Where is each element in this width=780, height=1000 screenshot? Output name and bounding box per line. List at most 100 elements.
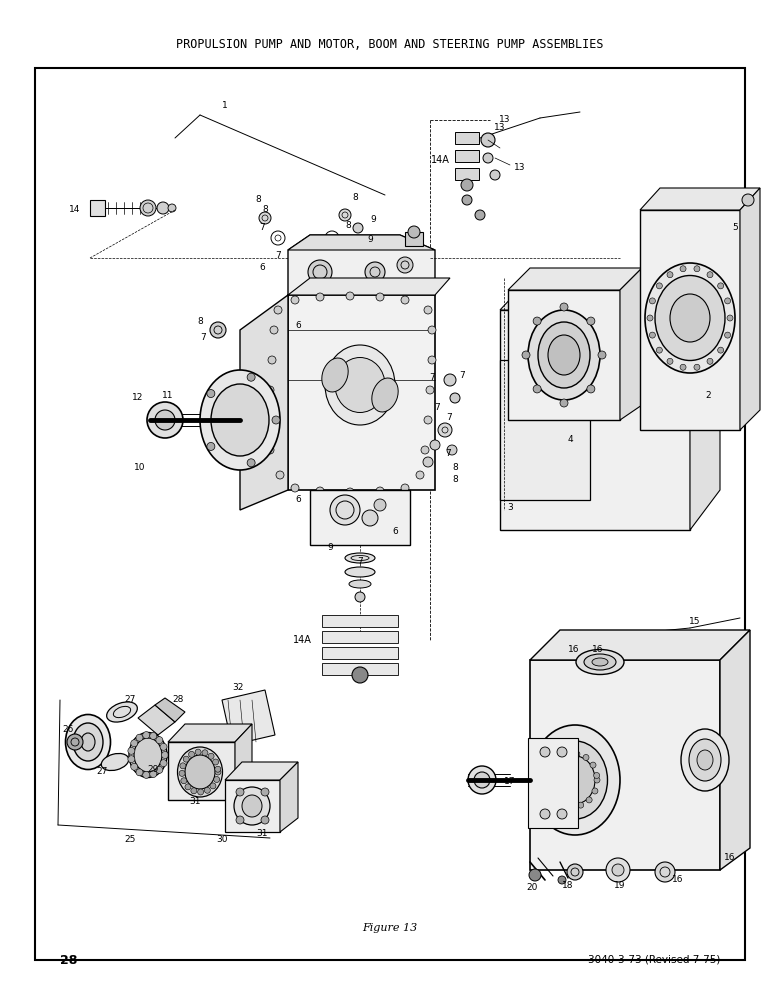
Ellipse shape [655,275,725,360]
Circle shape [143,732,150,739]
Text: 7: 7 [459,370,465,379]
Text: 9: 9 [327,544,333,552]
Polygon shape [508,290,620,420]
Circle shape [67,734,83,750]
Polygon shape [640,210,740,430]
Ellipse shape [345,567,375,577]
Text: 6: 6 [259,263,265,272]
Circle shape [587,317,595,325]
Circle shape [376,487,384,495]
Circle shape [207,390,215,398]
Circle shape [131,740,138,747]
Polygon shape [508,268,642,290]
Circle shape [210,783,216,789]
Circle shape [189,751,194,757]
Circle shape [268,356,276,364]
Polygon shape [500,360,590,500]
Ellipse shape [543,741,608,819]
Circle shape [594,772,600,778]
Circle shape [707,358,713,364]
Circle shape [428,356,436,364]
Text: 14: 14 [69,206,80,215]
Polygon shape [322,663,398,675]
Circle shape [718,347,724,353]
Ellipse shape [234,787,270,825]
Circle shape [557,747,567,757]
Circle shape [179,770,185,776]
Circle shape [274,306,282,314]
Ellipse shape [681,729,729,791]
Circle shape [183,756,190,762]
Text: 7: 7 [446,414,452,422]
Ellipse shape [670,294,710,342]
Ellipse shape [528,310,600,400]
Text: 18: 18 [562,882,574,890]
Circle shape [156,737,163,744]
Ellipse shape [200,370,280,470]
Circle shape [557,809,567,819]
Circle shape [533,385,541,393]
Text: 31: 31 [257,830,268,838]
Circle shape [316,487,324,495]
Ellipse shape [81,733,95,751]
Circle shape [559,798,566,804]
Circle shape [195,749,201,755]
Ellipse shape [101,753,129,771]
Text: 7: 7 [275,250,281,259]
Circle shape [421,446,429,454]
Circle shape [156,766,163,773]
Polygon shape [222,690,275,745]
Circle shape [522,351,530,359]
Text: 19: 19 [615,882,626,890]
Circle shape [567,864,583,880]
Circle shape [272,416,280,424]
Text: 6: 6 [392,528,398,536]
Bar [455,132,479,144]
Ellipse shape [697,750,713,770]
Circle shape [210,322,226,338]
Circle shape [150,771,157,778]
Circle shape [197,789,204,795]
Text: 31: 31 [190,798,200,806]
Ellipse shape [325,345,395,425]
Circle shape [180,763,186,769]
Circle shape [450,393,460,403]
Bar [35,68,745,960]
Text: 6: 6 [295,495,301,504]
Circle shape [160,760,167,767]
Circle shape [397,257,413,273]
Circle shape [259,212,271,224]
Circle shape [430,440,440,450]
Circle shape [236,788,244,796]
Circle shape [160,743,167,750]
Circle shape [598,351,606,359]
Circle shape [352,667,368,683]
Text: 9: 9 [367,235,373,244]
Ellipse shape [548,335,580,375]
Text: 13: 13 [499,115,511,124]
Circle shape [264,416,272,424]
Circle shape [215,769,221,775]
Polygon shape [288,235,435,250]
Circle shape [556,759,562,765]
Circle shape [208,753,214,759]
Circle shape [560,399,568,407]
Text: 17: 17 [504,778,516,786]
Polygon shape [168,742,235,800]
Text: 14A: 14A [292,635,311,645]
Circle shape [707,272,713,278]
Circle shape [191,788,197,794]
Circle shape [667,272,673,278]
Polygon shape [740,188,760,430]
Circle shape [215,766,221,772]
Polygon shape [690,278,720,530]
Text: 13: 13 [495,123,505,132]
Text: 4: 4 [567,436,573,444]
Circle shape [181,778,187,784]
Ellipse shape [73,723,103,761]
Circle shape [424,306,432,314]
Ellipse shape [349,580,371,588]
Text: 7: 7 [429,373,435,382]
Circle shape [694,364,700,370]
Circle shape [438,423,452,437]
